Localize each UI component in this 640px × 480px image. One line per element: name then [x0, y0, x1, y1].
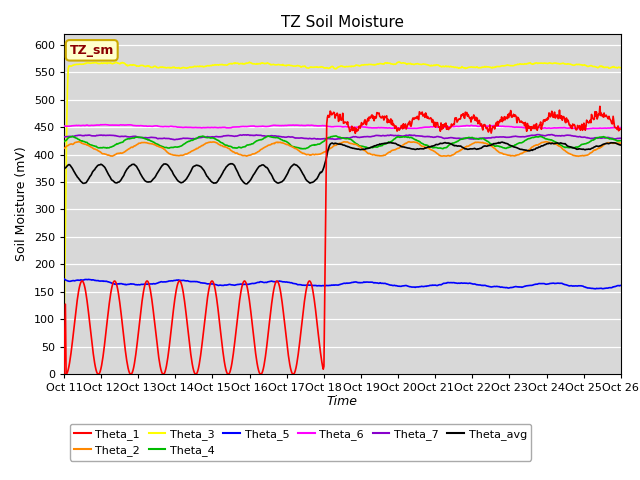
Theta_1	[60, 372, 68, 377]
Theta_6	[101, 122, 109, 128]
Theta_2	[483, 141, 490, 146]
Theta_1	[398, 123, 406, 129]
Theta_4	[385, 139, 392, 145]
Theta_6	[540, 125, 548, 131]
Theta_7	[170, 137, 178, 143]
Theta_6	[399, 125, 406, 131]
Theta_avg	[415, 146, 423, 152]
Theta_1	[596, 103, 604, 109]
Theta_avg	[94, 162, 102, 168]
Theta_6	[617, 125, 625, 131]
Theta_avg	[541, 142, 548, 147]
Theta_5	[60, 276, 68, 282]
Theta_3	[483, 64, 491, 70]
Theta_avg	[243, 181, 250, 187]
Theta_4	[332, 133, 340, 139]
Theta_7	[60, 134, 68, 140]
Theta_3	[60, 328, 68, 334]
Theta_3	[399, 60, 406, 66]
Theta_5	[398, 283, 406, 289]
Theta_1	[383, 120, 391, 126]
Theta_2	[540, 140, 547, 145]
Theta_1	[617, 126, 625, 132]
Line: Theta_2: Theta_2	[64, 142, 621, 156]
Theta_5	[94, 277, 102, 283]
Text: TZ_sm: TZ_sm	[70, 44, 114, 57]
Theta_1	[415, 117, 422, 122]
Theta_5	[617, 283, 625, 288]
Theta_3	[396, 59, 403, 65]
Theta_3	[383, 60, 391, 66]
Line: Theta_avg: Theta_avg	[64, 142, 621, 184]
Theta_2	[94, 148, 102, 154]
Title: TZ Soil Moisture: TZ Soil Moisture	[281, 15, 404, 30]
Theta_4	[416, 139, 424, 145]
Theta_7	[534, 132, 541, 137]
Theta_1	[94, 372, 102, 377]
Theta_avg	[384, 140, 392, 146]
Theta_2	[60, 145, 68, 151]
Line: Theta_6: Theta_6	[64, 125, 621, 129]
Theta_5	[483, 283, 490, 289]
Theta_2	[542, 139, 550, 144]
Theta_6	[60, 123, 68, 129]
Theta_7	[384, 132, 392, 138]
Theta_4	[301, 146, 309, 152]
Theta_7	[94, 132, 102, 138]
Theta_5	[383, 281, 391, 287]
Line: Theta_4: Theta_4	[64, 136, 621, 149]
Theta_4	[484, 138, 492, 144]
Theta_4	[60, 139, 68, 144]
Line: Theta_7: Theta_7	[64, 134, 621, 140]
X-axis label: Time: Time	[327, 395, 358, 408]
Theta_avg	[499, 139, 506, 145]
Theta_7	[541, 133, 548, 139]
Theta_7	[483, 135, 491, 141]
Theta_7	[617, 135, 625, 141]
Theta_4	[94, 145, 102, 151]
Line: Theta_5: Theta_5	[64, 279, 621, 289]
Theta_2	[398, 143, 406, 149]
Theta_3	[540, 60, 548, 66]
Theta_6	[415, 125, 423, 131]
Theta_avg	[60, 167, 68, 172]
Theta_4	[617, 138, 625, 144]
Theta_5	[540, 281, 547, 287]
Legend: Theta_1, Theta_2, Theta_3, Theta_4, Theta_5, Theta_6, Theta_7, Theta_avg: Theta_1, Theta_2, Theta_3, Theta_4, Thet…	[70, 424, 531, 460]
Theta_5	[415, 284, 422, 290]
Line: Theta_1: Theta_1	[64, 106, 621, 374]
Theta_3	[617, 65, 625, 71]
Theta_2	[383, 151, 391, 156]
Theta_6	[94, 122, 102, 128]
Theta_4	[541, 135, 548, 141]
Theta_1	[540, 117, 547, 123]
Theta_6	[583, 126, 591, 132]
Theta_3	[415, 61, 423, 67]
Theta_3	[94, 61, 102, 67]
Y-axis label: Soil Moisture (mV): Soil Moisture (mV)	[15, 146, 28, 262]
Theta_7	[399, 133, 406, 139]
Theta_avg	[399, 144, 406, 150]
Theta_6	[483, 123, 491, 129]
Theta_avg	[617, 142, 625, 148]
Theta_7	[415, 133, 423, 139]
Theta_5	[591, 286, 599, 292]
Theta_1	[483, 126, 490, 132]
Theta_2	[617, 140, 625, 146]
Theta_2	[575, 154, 582, 159]
Theta_2	[415, 141, 422, 146]
Theta_4	[399, 134, 407, 140]
Theta_6	[384, 125, 392, 131]
Theta_avg	[483, 143, 491, 149]
Line: Theta_3: Theta_3	[64, 62, 621, 331]
